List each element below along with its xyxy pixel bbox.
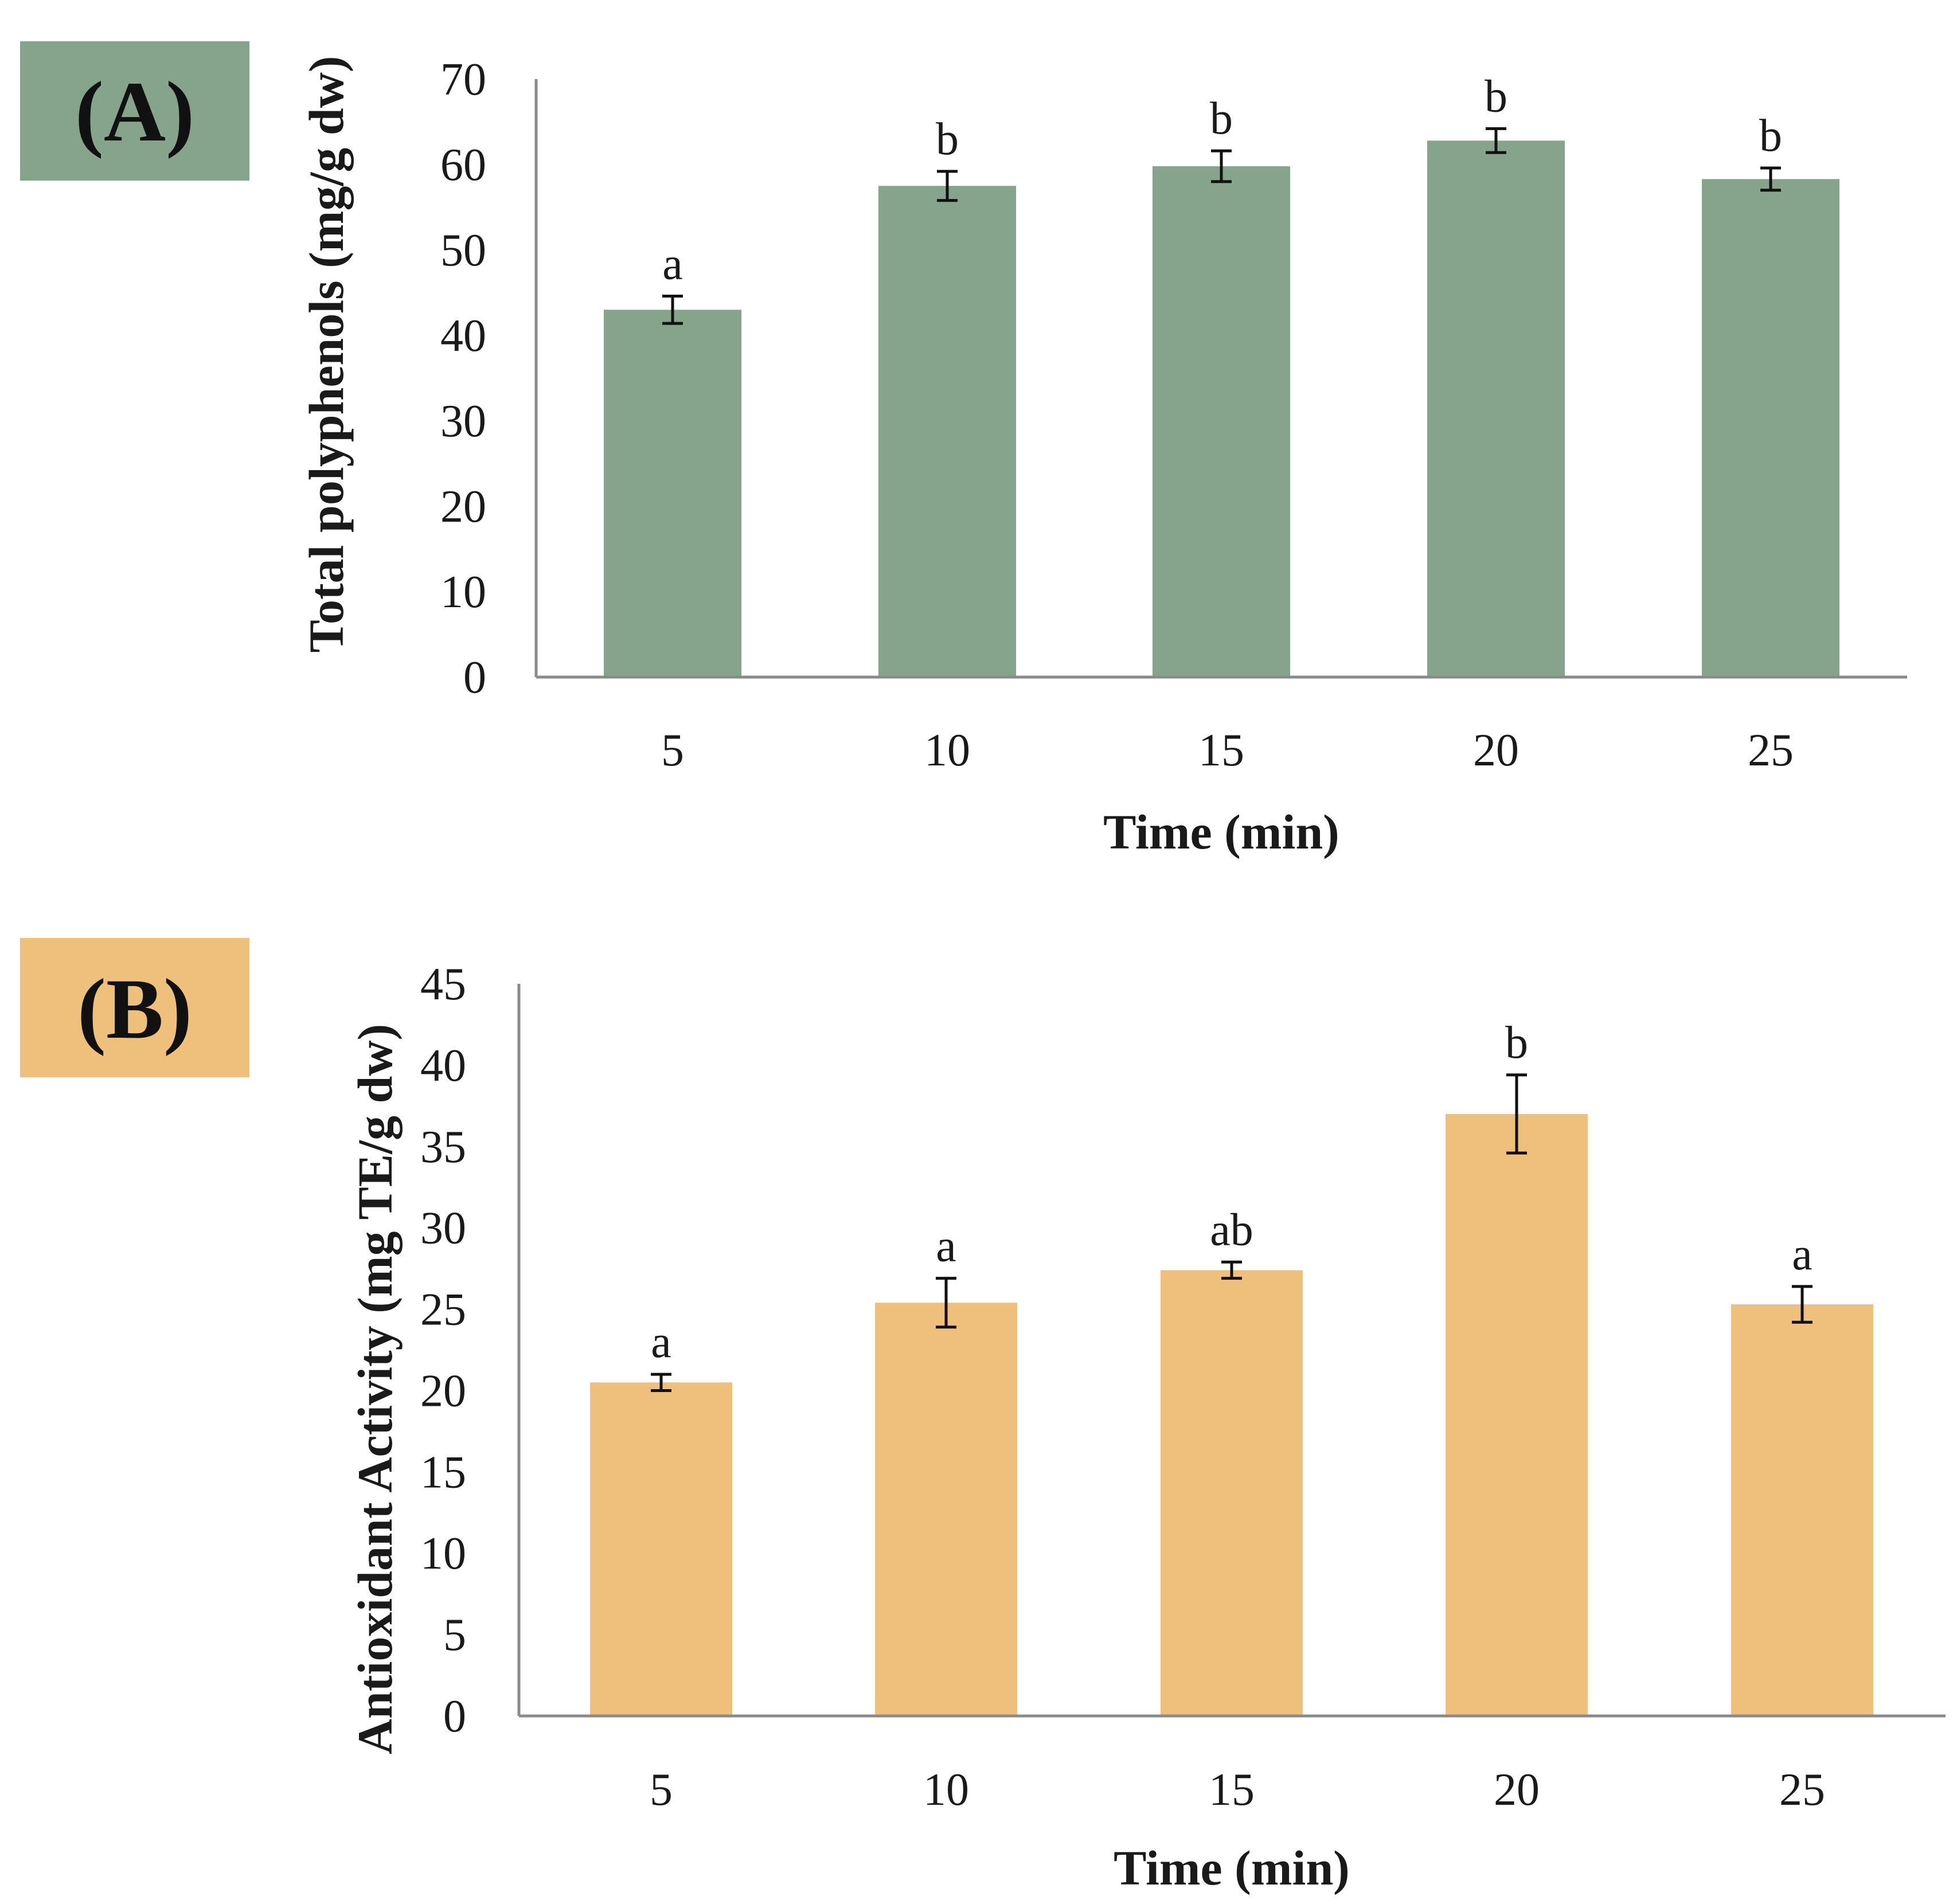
panel-b-x-tick-label: 15: [1209, 1765, 1255, 1815]
panel-b-label-box: [20, 938, 249, 1077]
panel-a-bar: [878, 186, 1016, 677]
panel-b-bar: [1731, 1304, 1873, 1716]
panel-b-significance-label: a: [651, 1317, 671, 1367]
panel-a-bars: [604, 140, 1839, 678]
panel-b-x-tick-label: 25: [1779, 1765, 1825, 1815]
panel-a-y-tick-label: 0: [463, 652, 486, 703]
panel-b-y-tick-label: 5: [443, 1610, 466, 1660]
panel-b-x-ticks: 5 10 15 20 25: [650, 1765, 1825, 1815]
panel-b-y-tick-label: 15: [420, 1447, 466, 1498]
panel-a-y-tick-label: 10: [440, 567, 486, 617]
panel-b-y-tick-label: 40: [420, 1041, 466, 1091]
panel-a-error-bar: [937, 170, 958, 202]
panel-a-x-tick-label: 5: [661, 725, 684, 776]
panel-b-significance-label: a: [936, 1221, 956, 1272]
panel-b-significance-label: a: [1792, 1229, 1813, 1280]
panel-a-significance-labels: a b b b b: [662, 71, 1782, 289]
panel-b-x-tick-label: 5: [650, 1765, 673, 1815]
panel-a-bar: [1702, 179, 1839, 678]
panel-a-y-tick-label: 70: [440, 54, 486, 105]
panel-a-error-bar: [1486, 127, 1506, 154]
panel-b-x-tick-label: 10: [923, 1765, 969, 1815]
panel-a-error-bar: [1211, 149, 1232, 183]
panel-b-bar: [1161, 1270, 1303, 1716]
panel-a-error-bar: [1760, 166, 1781, 192]
panel-b-y-tick-label: 45: [420, 959, 466, 1010]
panel-a-error-bar: [662, 294, 683, 325]
panel-b-y-ticks: 0 5 10 15 20 25 30 35 40 45: [420, 959, 466, 1742]
panel-a-x-tick-label: 15: [1198, 725, 1244, 776]
panel-a-x-tick-label: 10: [924, 725, 970, 776]
panel-a-significance-label: b: [936, 114, 959, 165]
panel-a-x-tick-label: 25: [1748, 725, 1794, 776]
panel-a-bar: [604, 310, 741, 677]
panel-b: (B) Antioxidant Activity (mg TE/g dw) Ti…: [20, 938, 1946, 1895]
panel-b-significance-label: b: [1505, 1018, 1528, 1068]
panel-a-significance-label: a: [662, 239, 683, 289]
panel-a-significance-label: b: [1485, 71, 1507, 122]
panel-b-error-bar: [651, 1373, 671, 1392]
panel-b-y-tick-label: 20: [420, 1366, 466, 1416]
panel-a-significance-label: b: [1210, 93, 1233, 144]
panel-a-y-tick-label: 40: [440, 311, 486, 361]
panel-b-y-tick-label: 10: [420, 1528, 466, 1579]
panel-a-x-ticks: 5 10 15 20 25: [661, 725, 1794, 776]
panel-b-x-tick-label: 20: [1494, 1765, 1540, 1815]
panel-b-y-tick-label: 25: [420, 1285, 466, 1335]
panel-a-y-axis-title: Total polyphenols (mg/g dw): [299, 56, 354, 653]
panel-b-significance-label: ab: [1210, 1205, 1253, 1255]
panel-b-label: (B): [77, 961, 192, 1057]
panel-b-error-bar: [1506, 1073, 1527, 1155]
panel-b-significance-labels: a a ab b a: [651, 1018, 1813, 1367]
panel-b-bar: [590, 1382, 732, 1716]
panel-a-y-tick-label: 60: [440, 140, 486, 190]
panel-b-bar: [1446, 1114, 1588, 1716]
panel-a: (A) Total polyphenols (mg/g dw) Time (mi…: [20, 41, 1907, 859]
panel-b-x-axis-title: Time (min): [1114, 1840, 1350, 1895]
panel-b-error-bar: [936, 1277, 956, 1329]
panel-a-y-tick-label: 50: [440, 225, 486, 276]
panel-a-bar: [1153, 166, 1290, 678]
panel-a-label: (A): [75, 64, 194, 159]
panel-a-y-tick-label: 20: [440, 482, 486, 532]
panel-b-bar: [875, 1303, 1017, 1716]
panel-a-error-bars: [662, 127, 1781, 325]
panel-a-label-box: [20, 41, 249, 181]
panel-b-y-axis-title: Antioxidant Activity (mg TE/g dw): [347, 1024, 403, 1754]
panel-a-x-axis-title: Time (min): [1103, 804, 1339, 859]
panel-b-bars: [590, 1114, 1873, 1716]
panel-b-error-bar: [1792, 1285, 1813, 1324]
panel-a-y-ticks: 0 10 20 30 40 50 60 70: [440, 54, 486, 703]
panel-a-bar: [1427, 140, 1565, 677]
panel-a-significance-label: b: [1759, 111, 1782, 161]
panel-b-y-tick-label: 35: [420, 1122, 466, 1172]
panel-a-x-tick-label: 20: [1473, 725, 1519, 776]
panel-b-y-tick-label: 0: [443, 1691, 466, 1742]
panel-b-y-tick-label: 30: [420, 1203, 466, 1254]
panel-b-error-bar: [1221, 1260, 1242, 1280]
panel-a-y-tick-label: 30: [440, 396, 486, 447]
panel-b-error-bars: [651, 1073, 1813, 1392]
